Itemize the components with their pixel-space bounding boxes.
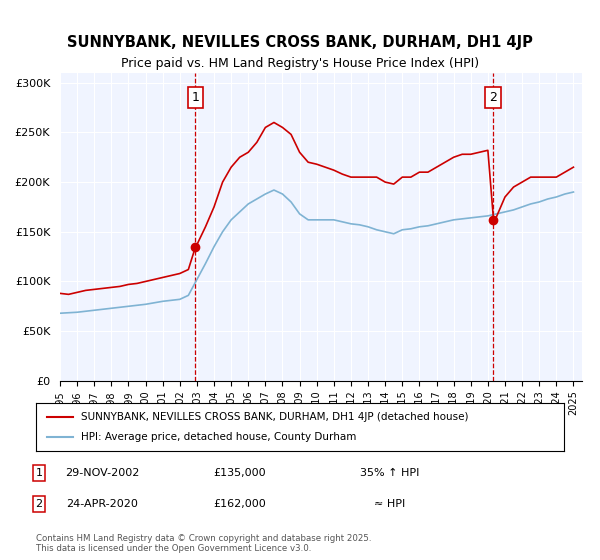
Text: HPI: Average price, detached house, County Durham: HPI: Average price, detached house, Coun… <box>81 432 356 442</box>
Text: 29-NOV-2002: 29-NOV-2002 <box>65 468 139 478</box>
Text: SUNNYBANK, NEVILLES CROSS BANK, DURHAM, DH1 4JP: SUNNYBANK, NEVILLES CROSS BANK, DURHAM, … <box>67 35 533 50</box>
Text: ≈ HPI: ≈ HPI <box>374 499 406 509</box>
Text: SUNNYBANK, NEVILLES CROSS BANK, DURHAM, DH1 4JP (detached house): SUNNYBANK, NEVILLES CROSS BANK, DURHAM, … <box>81 412 469 422</box>
Text: 1: 1 <box>191 91 199 104</box>
Text: £135,000: £135,000 <box>214 468 266 478</box>
Text: 2: 2 <box>35 499 43 509</box>
Text: Contains HM Land Registry data © Crown copyright and database right 2025.
This d: Contains HM Land Registry data © Crown c… <box>36 534 371 553</box>
Text: Price paid vs. HM Land Registry's House Price Index (HPI): Price paid vs. HM Land Registry's House … <box>121 57 479 70</box>
Text: 1: 1 <box>35 468 43 478</box>
Text: 24-APR-2020: 24-APR-2020 <box>66 499 138 509</box>
Text: 35% ↑ HPI: 35% ↑ HPI <box>361 468 419 478</box>
Text: 2: 2 <box>489 91 497 104</box>
Text: £162,000: £162,000 <box>214 499 266 509</box>
